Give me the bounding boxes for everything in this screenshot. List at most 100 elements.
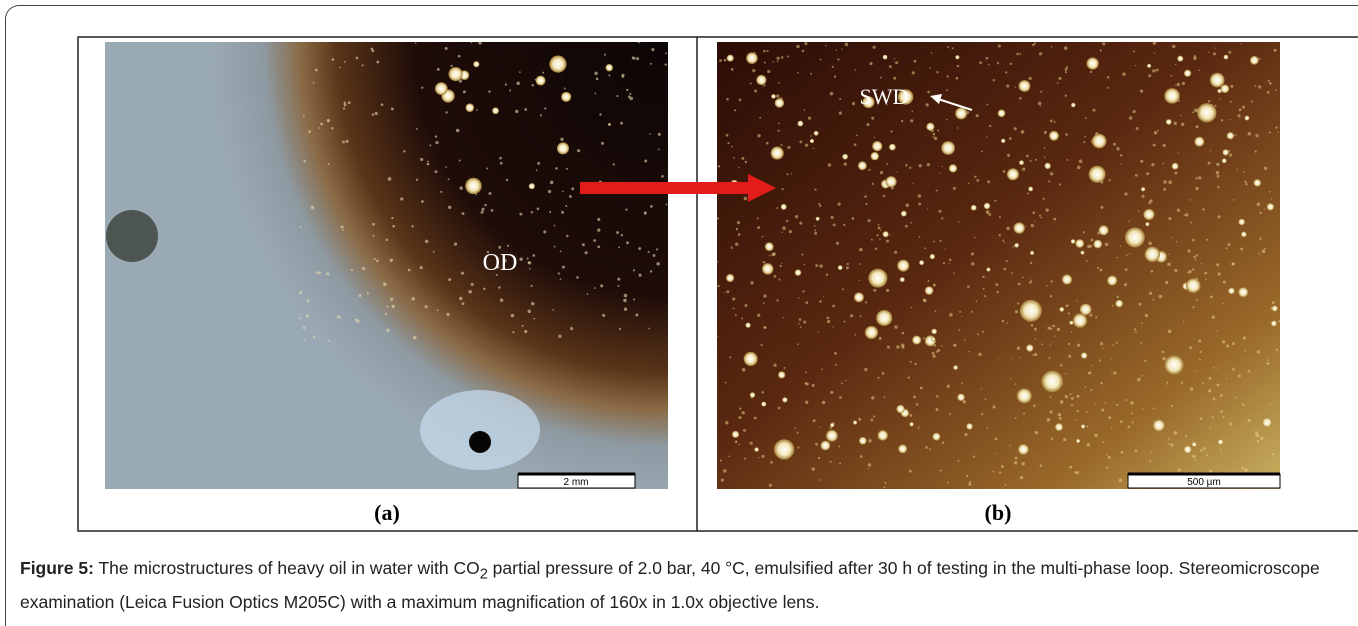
droplet (512, 331, 514, 333)
droplet (638, 41, 640, 43)
droplet (1151, 163, 1154, 166)
droplet (865, 203, 867, 205)
droplet (1068, 343, 1070, 345)
droplet (1140, 90, 1143, 93)
droplet (718, 165, 720, 167)
droplet (762, 86, 763, 87)
droplet (737, 221, 740, 224)
droplet (1176, 241, 1178, 243)
droplet (1009, 137, 1012, 140)
droplet (1259, 212, 1262, 215)
droplet (1207, 162, 1210, 165)
droplet (744, 197, 748, 201)
droplet (952, 47, 954, 49)
droplet (648, 328, 650, 330)
droplet (1091, 239, 1094, 242)
droplet (838, 445, 840, 447)
droplet (1177, 209, 1180, 212)
droplet (923, 299, 927, 303)
droplet (1192, 306, 1194, 308)
droplet (1129, 116, 1133, 120)
droplet (1009, 445, 1010, 446)
droplet (1113, 143, 1116, 146)
droplet (953, 187, 956, 190)
droplet (1188, 249, 1191, 252)
droplet (1149, 199, 1152, 202)
droplet (901, 120, 903, 122)
droplet (374, 258, 376, 260)
droplet (981, 150, 983, 152)
droplet (883, 55, 888, 60)
droplet (1071, 404, 1073, 406)
droplet (1214, 47, 1215, 48)
droplet (1222, 416, 1224, 418)
droplet (1030, 262, 1032, 264)
droplet (476, 109, 478, 111)
droplet (1019, 97, 1022, 100)
droplet (1138, 211, 1139, 212)
droplet (860, 455, 863, 458)
droplet (958, 329, 960, 331)
droplet (1125, 227, 1145, 247)
droplet (827, 317, 830, 320)
droplet (337, 315, 340, 318)
droplet (1116, 257, 1117, 258)
droplet (1058, 77, 1061, 80)
droplet (812, 384, 815, 387)
droplet (320, 123, 323, 126)
droplet (1106, 466, 1108, 468)
droplet (819, 264, 823, 268)
droplet (805, 401, 808, 404)
droplet (635, 314, 638, 317)
droplet (1238, 219, 1245, 226)
droplet (1216, 163, 1219, 166)
droplet (850, 314, 853, 317)
droplet (473, 61, 479, 67)
droplet (1031, 324, 1034, 327)
droplet (799, 318, 802, 321)
droplet (1006, 85, 1009, 88)
droplet (448, 278, 451, 281)
droplet (633, 298, 635, 300)
droplet (717, 217, 719, 219)
droplet (1120, 420, 1123, 423)
droplet (1002, 239, 1004, 241)
droplet (1030, 160, 1032, 162)
droplet (1133, 50, 1135, 52)
droplet (491, 209, 494, 212)
droplet (1200, 351, 1202, 353)
droplet (1262, 249, 1266, 253)
droplet (1234, 134, 1236, 136)
droplet (344, 61, 346, 63)
droplet (744, 352, 758, 366)
scale-label: 500 µm (1187, 477, 1221, 488)
droplet (427, 163, 430, 166)
droplet (1051, 280, 1053, 282)
droplet (1184, 446, 1192, 454)
droplet (820, 426, 821, 427)
droplet (738, 167, 739, 168)
droplet (1099, 225, 1109, 235)
droplet (913, 395, 916, 398)
droplet (1014, 243, 1019, 248)
droplet (908, 376, 910, 378)
droplet (812, 467, 815, 470)
droplet (1240, 43, 1241, 44)
droplet (619, 328, 621, 330)
droplet (1135, 174, 1138, 177)
droplet (971, 262, 974, 265)
droplet (937, 130, 939, 132)
droplet (1198, 176, 1201, 179)
droplet (859, 248, 862, 251)
droplet (445, 47, 448, 50)
droplet (1021, 462, 1025, 466)
droplet (616, 231, 619, 234)
droplet (542, 72, 544, 74)
droplet (561, 211, 564, 214)
droplet (307, 299, 310, 302)
droplet (524, 330, 527, 333)
droplet (1057, 82, 1059, 84)
droplet (799, 141, 802, 144)
droplet (787, 173, 789, 175)
droplet (1126, 399, 1128, 401)
